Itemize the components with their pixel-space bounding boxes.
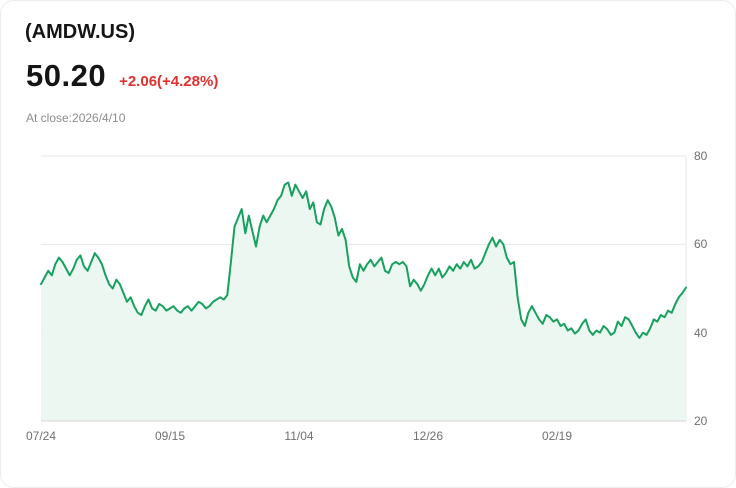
y-tick-label: 20 [694, 414, 708, 428]
x-tick-label: 09/15 [154, 429, 186, 443]
stock-symbol: (AMDW.US) [25, 21, 135, 43]
x-axis-labels: 07/24 09/15 11/04 12/26 02/19 [26, 429, 686, 445]
price-chart-svg [40, 155, 687, 422]
last-price: 50.20 [26, 58, 107, 93]
y-tick-label: 40 [694, 325, 708, 340]
as-of-timestamp: At close:2026/4/10 [26, 111, 126, 125]
x-tick-label: 11/04 [284, 429, 314, 443]
y-tick-label: 60 [694, 237, 708, 252]
x-tick-label: 12/26 [412, 429, 444, 443]
price-change: +2.06(+4.28%) [119, 73, 219, 90]
x-tick-label: 07/24 [25, 429, 57, 443]
price-row: 50.20 +2.06(+4.28%) [26, 58, 218, 94]
price-chart[interactable]: 80 60 40 20 07/24 09/15 11/04 12/26 02/19 [26, 149, 707, 443]
x-tick-label: 02/19 [541, 429, 573, 443]
y-tick-label: 80 [694, 149, 708, 163]
